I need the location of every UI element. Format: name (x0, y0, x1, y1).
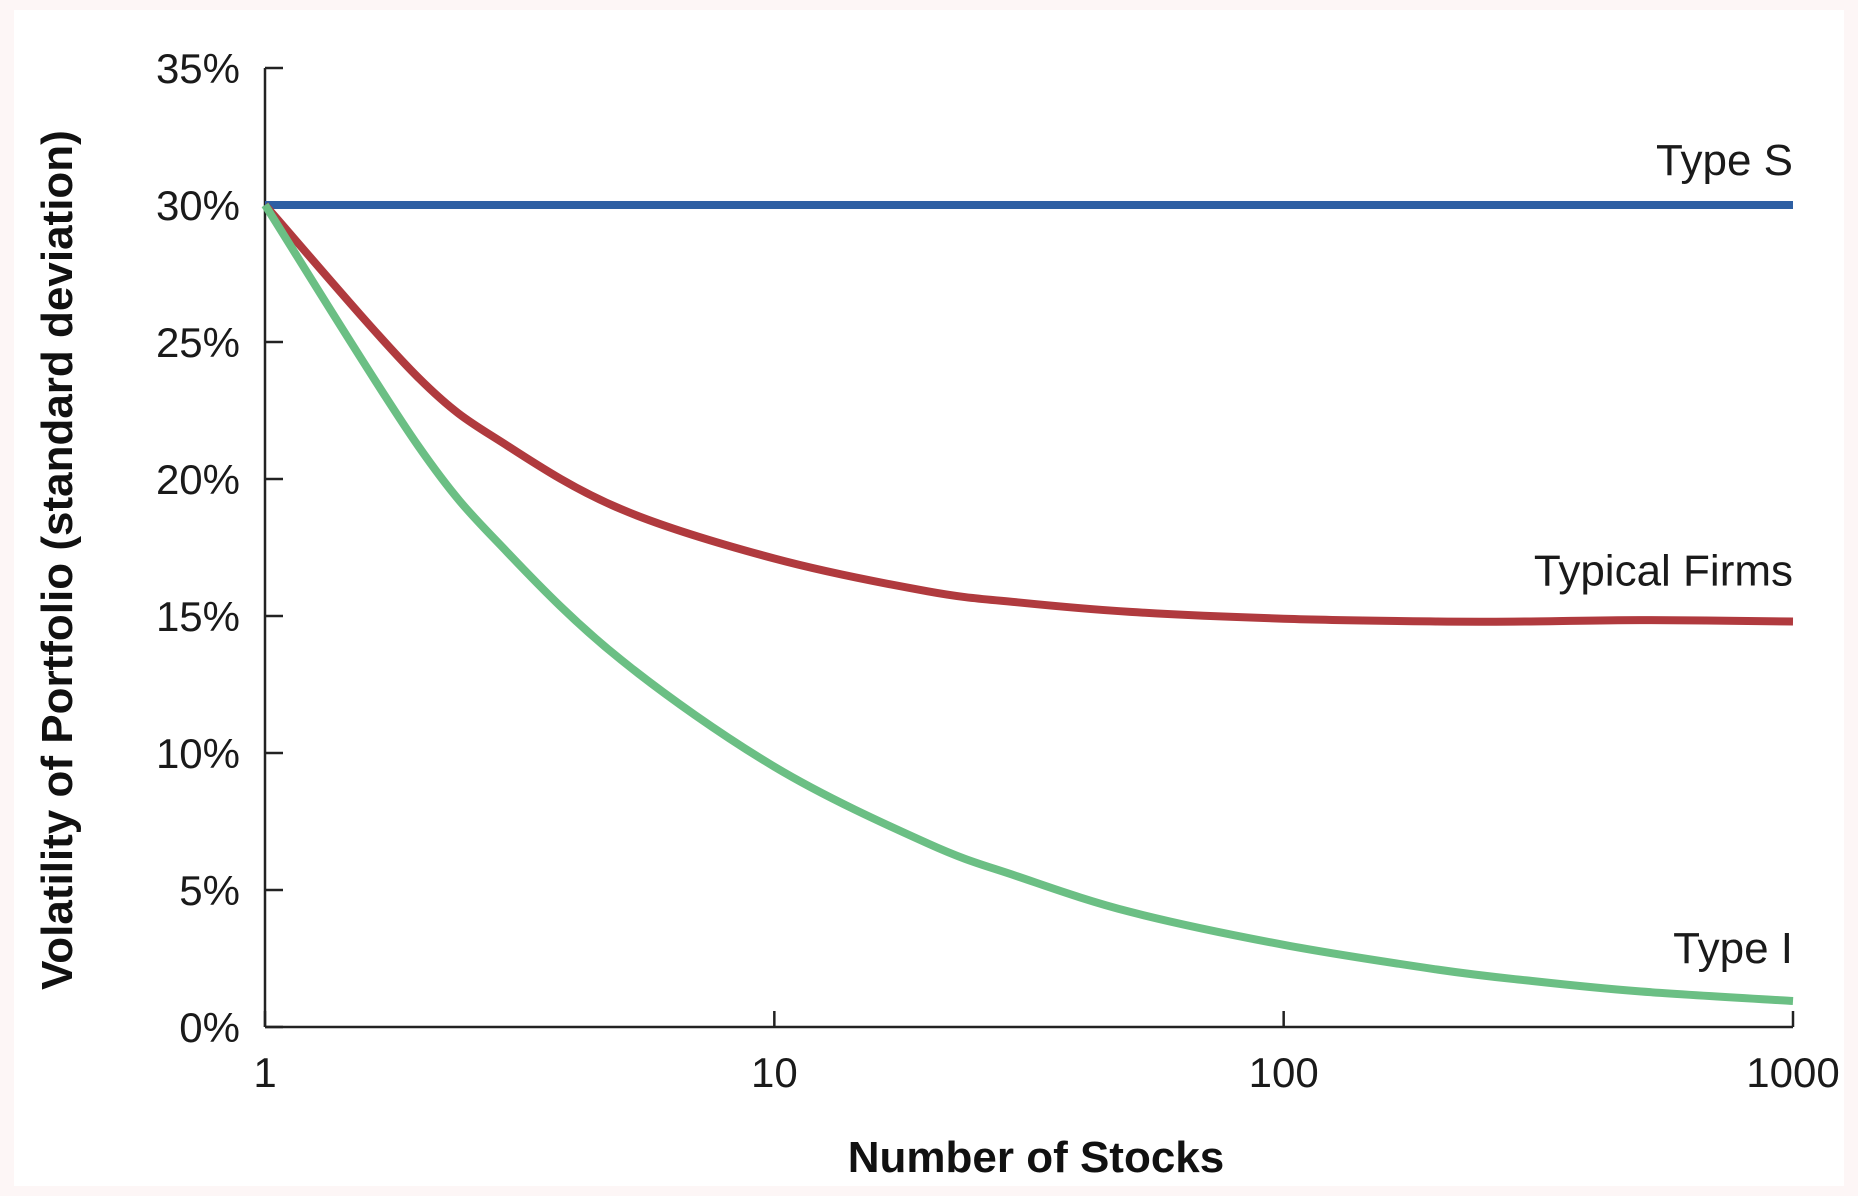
y-tick-label: 10% (156, 730, 240, 777)
series-labels: Type S Typical Firms Type I (1534, 136, 1793, 973)
x-tick-label: 1000 (1746, 1049, 1839, 1096)
y-axis-ticks: 0% 5% 10% 15% 20% 25% 30% 35% (156, 45, 283, 1051)
x-tick-label: 1 (253, 1049, 276, 1096)
type-i-label: Type I (1673, 924, 1793, 973)
y-tick-label: 0% (179, 1004, 240, 1051)
y-tick-label: 25% (156, 319, 240, 366)
y-tick-label: 5% (179, 867, 240, 914)
type-s-label: Type S (1656, 136, 1793, 185)
typical-firms-label: Typical Firms (1534, 546, 1793, 595)
series-lines (261, 200, 1794, 1005)
axes (263, 68, 1793, 1029)
y-axis-title: Volatility of Portfolio (standard deviat… (33, 130, 82, 990)
typical-firms-line (262, 202, 1794, 626)
x-axis-ticks: 1 10 100 1000 (253, 1011, 1840, 1096)
type-i-line (261, 202, 1794, 1005)
x-tick-label: 100 (1249, 1049, 1319, 1096)
y-tick-label: 35% (156, 45, 240, 92)
y-tick-label: 20% (156, 456, 240, 503)
y-tick-label: 30% (156, 182, 240, 229)
y-tick-label: 15% (156, 593, 240, 640)
x-axis-title: Number of Stocks (848, 1133, 1225, 1182)
x-tick-label: 10 (751, 1049, 798, 1096)
